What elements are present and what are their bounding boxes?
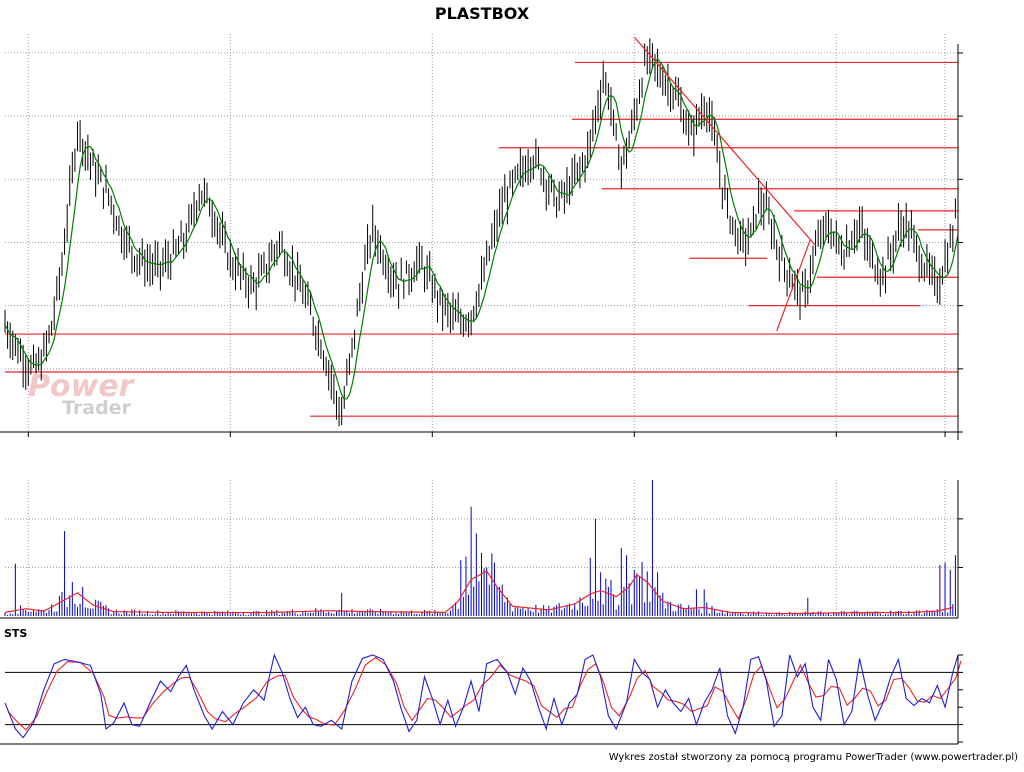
watermark-line2: Trader [62, 397, 132, 419]
trendlines [633, 36, 817, 332]
powertrader-watermark: Power Trader [28, 369, 136, 419]
support-resistance-levels [5, 61, 958, 417]
footer-credit: Wykres został stworzony za pomocą progra… [609, 752, 1018, 763]
stochastic-lines [4, 653, 962, 739]
axis-ticks [27, 52, 963, 743]
sts-k-line [4, 653, 959, 739]
volume-average [4, 570, 953, 615]
moving-average [4, 57, 959, 400]
trendline [633, 36, 817, 247]
chart-title: PLASTBOX [435, 4, 530, 23]
volume-bars [4, 480, 959, 616]
volume-average-line [4, 570, 953, 615]
moving-average-line [4, 57, 959, 400]
sts-panel-title: STS [4, 627, 27, 640]
trendline [776, 239, 811, 332]
sts-d-line [7, 656, 962, 731]
watermark-line1: Power [28, 369, 136, 404]
